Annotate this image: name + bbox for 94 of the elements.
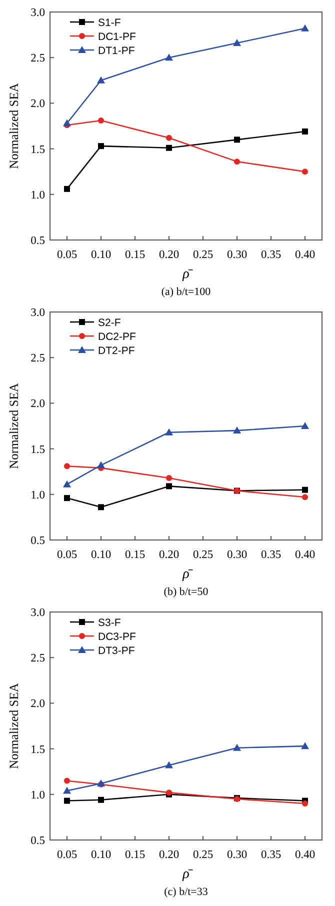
- legend-label: S2-F: [98, 317, 121, 329]
- x-tick-label: 0.30: [226, 249, 248, 261]
- point: [166, 134, 172, 141]
- legend-label: DT2-PF: [98, 345, 135, 357]
- point: [98, 143, 104, 150]
- legend-label: S3-F: [98, 617, 121, 629]
- x-tick-label: 0.25: [192, 249, 214, 261]
- text: (b) b/t=50: [164, 586, 209, 598]
- point: [233, 744, 241, 751]
- legend-label: S1-F: [98, 17, 121, 29]
- point: [63, 786, 71, 794]
- x-tick-label: 0.20: [158, 249, 180, 261]
- y-tick-label: 1.5: [30, 144, 46, 156]
- point: [166, 483, 172, 490]
- y-tick-label: 2.0: [30, 398, 46, 410]
- legend-label: DC1-PF: [98, 31, 136, 43]
- x-tick-label: 0.10: [90, 249, 112, 261]
- text: (a) b/t=100: [161, 286, 212, 298]
- x-tick-label: 0.35: [260, 249, 282, 261]
- x-tick-label: 0.25: [192, 549, 214, 561]
- point: [63, 480, 71, 488]
- point: [302, 800, 308, 807]
- x-tick-label: 0.10: [90, 849, 112, 861]
- text: (c) b/t=33: [164, 886, 208, 898]
- x-tick-label: 0.15: [124, 549, 146, 561]
- y-tick-label: 2.5: [30, 352, 46, 365]
- y-tick-label: 3.0: [30, 7, 46, 19]
- x-tick-label: 0.25: [192, 849, 214, 861]
- x-tick-label: 0.05: [56, 849, 78, 861]
- y-tick-label: 2.5: [30, 652, 46, 665]
- y-tick-label: 0.5: [30, 535, 46, 547]
- y-tick-label: 2.0: [30, 698, 46, 710]
- x-tick-label: 0.40: [294, 849, 316, 861]
- point: [234, 136, 240, 143]
- point: [301, 24, 309, 32]
- y-tick-label: 0.5: [30, 835, 46, 847]
- x-tick-label: 0.05: [56, 549, 78, 561]
- x-tick-label: 0.20: [158, 849, 180, 861]
- point: [233, 39, 241, 46]
- x-tick-label: 0.40: [294, 549, 316, 561]
- point: [98, 118, 104, 124]
- point: [165, 428, 173, 436]
- point: [64, 798, 70, 804]
- x-axis-title: ρ̄: [182, 267, 194, 282]
- point: [302, 168, 308, 175]
- point: [233, 426, 241, 434]
- y-tick-label: 3.0: [30, 607, 46, 619]
- point: [64, 186, 70, 192]
- legend-label: DC3-PF: [98, 631, 136, 643]
- point: [166, 144, 172, 151]
- y-tick-label: 1.0: [30, 789, 46, 802]
- x-tick-label: 0.05: [56, 249, 78, 261]
- point: [98, 504, 104, 510]
- y-tick-label: 1.0: [30, 489, 46, 502]
- y-axis-title: Normalized SEA: [7, 383, 21, 469]
- y-tick-label: 0.5: [30, 235, 46, 247]
- point: [63, 119, 71, 126]
- point: [97, 76, 105, 84]
- y-axis-title: Normalized SEA: [7, 683, 21, 769]
- y-tick-label: 1.5: [30, 444, 46, 456]
- point: [97, 461, 105, 468]
- x-tick-label: 0.15: [124, 849, 146, 861]
- point: [165, 54, 173, 61]
- point: [302, 494, 308, 500]
- x-axis-title: ρ̄: [182, 567, 194, 582]
- point: [166, 474, 172, 481]
- point: [98, 796, 104, 803]
- point: [301, 742, 309, 750]
- point: [64, 495, 70, 502]
- y-tick-label: 2.5: [30, 52, 46, 65]
- x-tick-label: 0.40: [294, 249, 316, 261]
- legend-label: DC2-PF: [98, 331, 136, 343]
- point: [301, 422, 309, 429]
- point: [64, 778, 70, 784]
- legend-label: DT1-PF: [98, 45, 135, 57]
- x-tick-label: 0.20: [158, 549, 180, 561]
- x-tick-label: 0.15: [124, 249, 146, 261]
- point: [302, 128, 308, 134]
- y-tick-label: 2.0: [30, 98, 46, 110]
- y-tick-label: 3.0: [30, 307, 46, 319]
- x-tick-label: 0.35: [260, 549, 282, 561]
- point: [234, 158, 240, 165]
- point: [64, 463, 70, 470]
- x-axis-title: ρ̄: [182, 867, 194, 882]
- legend-label: DT3-PF: [98, 645, 135, 657]
- y-tick-label: 1.0: [30, 189, 46, 202]
- y-axis-title: Normalized SEA: [7, 83, 21, 169]
- y-tick-label: 1.5: [30, 744, 46, 756]
- point: [302, 486, 308, 493]
- point: [165, 761, 173, 768]
- x-tick-label: 0.30: [226, 549, 248, 561]
- x-tick-label: 0.10: [90, 549, 112, 561]
- x-tick-label: 0.35: [260, 849, 282, 861]
- x-tick-label: 0.30: [226, 849, 248, 861]
